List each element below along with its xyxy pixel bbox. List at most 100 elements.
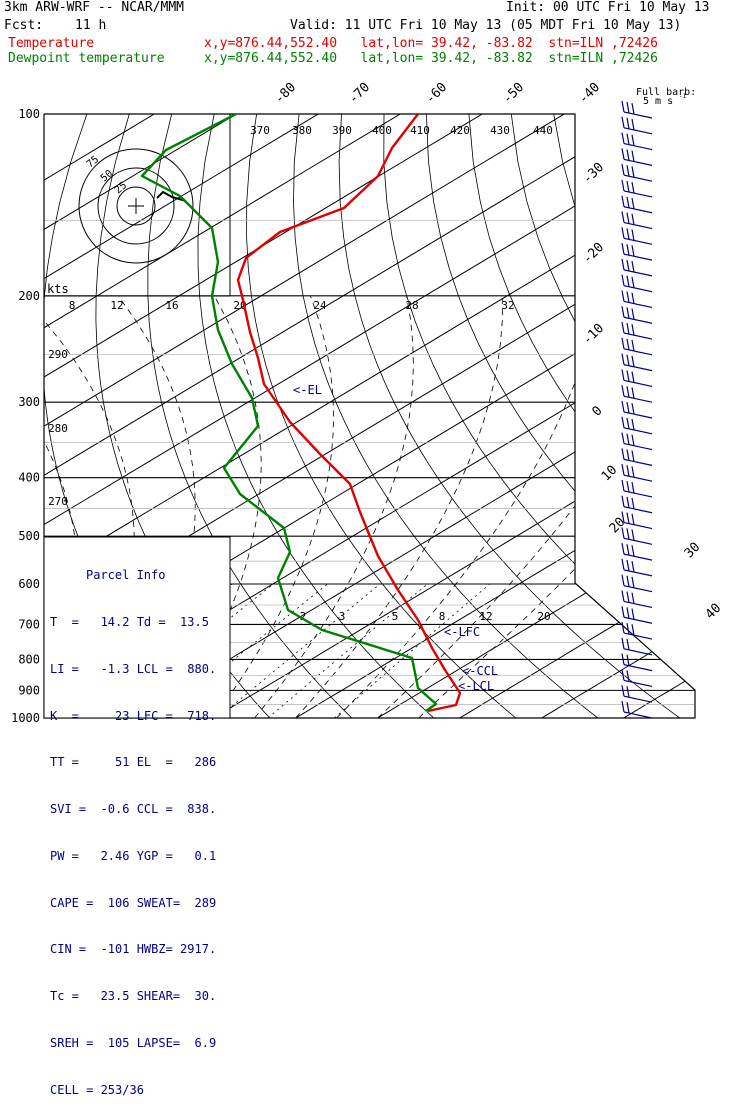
- pressure-tick-label: 900: [18, 683, 40, 697]
- wind-barb: [622, 638, 652, 655]
- pressure-tick-label: 200: [18, 289, 40, 303]
- pressure-tick-label: 1000: [11, 711, 40, 725]
- wind-barb: [622, 306, 652, 323]
- wind-barb: [622, 559, 652, 576]
- mixing-ratio-label: 8: [69, 299, 76, 312]
- isotherm-label: -50: [500, 80, 527, 107]
- wind-barb: [622, 290, 652, 307]
- theta-label: 380: [292, 124, 312, 137]
- wind-barb: [622, 543, 652, 560]
- theta-label: 420: [450, 124, 470, 137]
- wind-key-exponent: -1: [679, 93, 687, 100]
- parcel-row: TT = 51 EL = 286: [44, 755, 230, 771]
- wind-barb: [622, 243, 652, 260]
- dry-adiabat-line: [639, 114, 740, 718]
- wind-barb: [622, 338, 652, 355]
- isotherm-label: 0: [589, 403, 605, 419]
- pressure-tick-label: 300: [18, 395, 40, 409]
- isotherm-label: -40: [576, 80, 603, 107]
- lcl-annotation: <-LCL: [458, 679, 494, 693]
- wind-barb: [622, 117, 652, 134]
- wind-barb: [622, 464, 652, 481]
- mixing-ratio-label: 12: [479, 610, 492, 623]
- isotherm-label: -60: [423, 80, 450, 107]
- parcel-row: CIN = -101 HWBZ= 2917.: [44, 942, 230, 958]
- pressure-tick-label: 700: [18, 617, 40, 631]
- wind-barb: [622, 164, 652, 181]
- theta-label: 370: [250, 124, 270, 137]
- parcel-info-title: Parcel Info: [44, 568, 230, 584]
- isotherm-label: 40: [703, 601, 725, 623]
- lfc-annotation: <-LFC: [444, 625, 480, 639]
- wind-barb: [622, 622, 652, 639]
- dry-adiabat-line: [554, 114, 740, 718]
- mixing-ratio-label: 32: [501, 299, 514, 312]
- mixing-ratio-label: 3: [339, 610, 346, 623]
- wind-barb: [622, 480, 652, 497]
- pressure-tick-label: 600: [18, 577, 40, 591]
- isotherm-label: 10: [599, 463, 621, 485]
- wind-barb: [622, 401, 652, 418]
- isotherm-label: -80: [272, 80, 299, 107]
- wind-barb: [622, 417, 652, 434]
- mixing-ratio-label: 8: [439, 610, 446, 623]
- parcel-row: SVI = -0.6 CCL = 838.: [44, 802, 230, 818]
- dry-adiabat-line: [681, 114, 740, 718]
- isotherm-label: -30: [580, 160, 607, 187]
- parcel-row: K = 23 LFC = 718.: [44, 709, 230, 725]
- wind-barb: [622, 369, 652, 386]
- theta-label: 430: [490, 124, 510, 137]
- wind-barb: [622, 227, 652, 244]
- theta-label: 290: [48, 348, 68, 361]
- temperature-profile: [238, 114, 460, 711]
- wind-barb: [622, 433, 652, 450]
- wind-barb: [622, 606, 652, 623]
- dry-adiabat-line: [384, 114, 740, 718]
- mixing-ratio-label: 16: [165, 299, 178, 312]
- pressure-tick-label: 100: [18, 107, 40, 121]
- parcel-row: CAPE = 106 SWEAT= 289: [44, 896, 230, 912]
- mixing-ratio-label: 24: [313, 299, 327, 312]
- wind-barb: [622, 527, 652, 544]
- wind-barb: [622, 259, 652, 276]
- wind-barb: [622, 196, 652, 213]
- isotherm-line: [378, 114, 740, 718]
- dry-adiabat-line: [596, 114, 740, 718]
- wind-barb: [622, 669, 652, 686]
- moist-adiabat-line: [255, 296, 414, 718]
- hodograph-ring-label: 25: [113, 180, 129, 196]
- wind-barb: [622, 590, 652, 607]
- parcel-row: SREH = 105 LAPSE= 6.9: [44, 1036, 230, 1052]
- wind-key-units: 5 m s: [643, 96, 673, 107]
- wind-barb: [622, 448, 652, 465]
- parcel-info-panel: Parcel Info T = 14.2 Td = 13.5 LI = -1.3…: [44, 537, 230, 723]
- dry-adiabat-line: [724, 114, 740, 718]
- dry-adiabat-line: [469, 114, 740, 718]
- mixing-ratio-label: 5: [392, 610, 399, 623]
- pressure-tick-label: 500: [18, 529, 40, 543]
- parcel-row: T = 14.2 Td = 13.5: [44, 615, 230, 631]
- mixing-ratio-label: 20: [537, 610, 550, 623]
- hodograph-ring-label: 50: [99, 168, 115, 184]
- isotherm-label: 30: [682, 540, 704, 562]
- wind-barb: [622, 275, 652, 292]
- isotherm-line: [296, 114, 740, 718]
- isotherm-label: -70: [346, 80, 373, 107]
- isotherm-label: -10: [580, 321, 607, 348]
- wind-barb: [622, 322, 652, 339]
- pressure-tick-label: 800: [18, 652, 40, 666]
- wind-barb: [622, 654, 652, 671]
- wind-barb: [622, 180, 652, 197]
- parcel-row: LI = -1.3 LCL = 880.: [44, 662, 230, 678]
- theta-label: 440: [533, 124, 553, 137]
- theta-label: 390: [332, 124, 352, 137]
- theta-label: 280: [48, 422, 68, 435]
- wind-barb: [622, 496, 652, 513]
- parcel-row: PW = 2.46 YGP = 0.1: [44, 849, 230, 865]
- isotherm-label: 20: [607, 515, 629, 537]
- wind-barb: [622, 575, 652, 592]
- pressure-tick-label: 400: [18, 471, 40, 485]
- hodograph-ring-label: 75: [85, 154, 101, 170]
- moist-adiabat-line: [214, 296, 334, 718]
- mixing-ratio-label: 28: [405, 299, 418, 312]
